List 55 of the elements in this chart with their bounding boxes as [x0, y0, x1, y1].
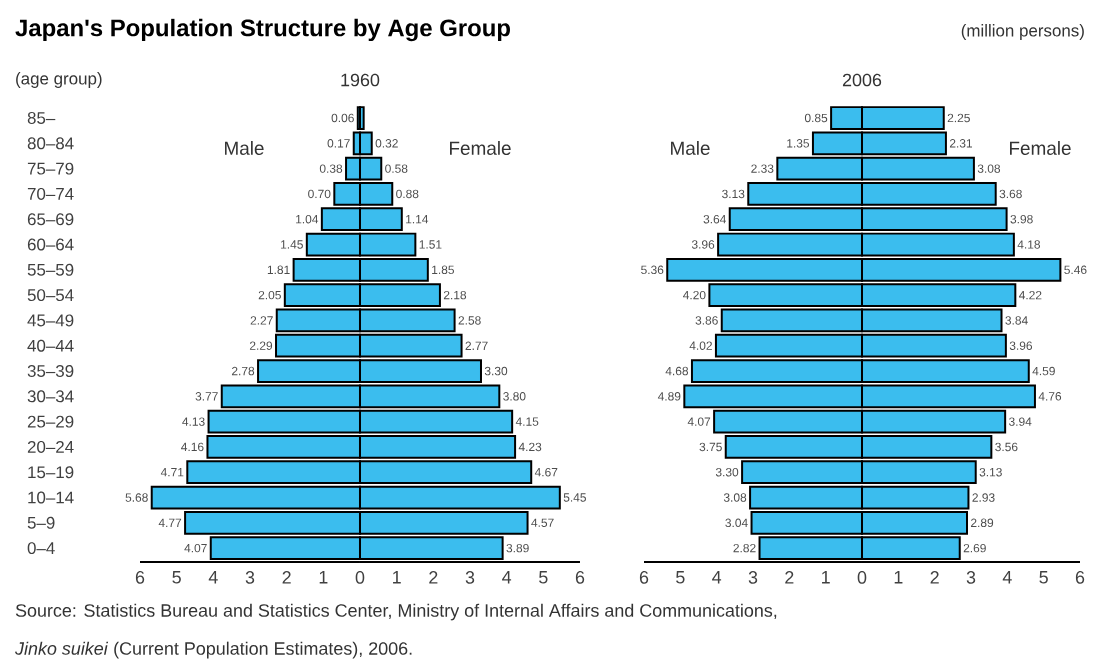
y-tick-label: 85–: [27, 112, 56, 124]
chart-title: Japan's Population Structure by Age Group: [15, 18, 510, 42]
y-tick-label: 50–54: [27, 289, 74, 302]
y-tick-label: 80–84: [27, 137, 74, 150]
x-tick-label: 2: [282, 571, 291, 584]
x-tick-label: 6: [135, 571, 145, 584]
y-axis-title: (age group): [16, 72, 102, 88]
y-tick-label: 70–74: [27, 187, 74, 200]
chart-title: 2006: [842, 73, 882, 87]
x-tick-label: 2: [429, 571, 438, 584]
y-tick-label: 15–19: [28, 466, 74, 479]
y-tick-label: 45–49: [27, 314, 74, 327]
text: Male: [225, 141, 264, 155]
x-tick-label: 1: [822, 571, 830, 584]
y-tick-label: 30–34: [27, 390, 74, 403]
x-tick-label: 4: [502, 571, 512, 584]
x-tick-label: 0: [857, 571, 867, 584]
text: (million persons): [961, 24, 1084, 40]
y-tick-label: 60–64: [27, 238, 74, 251]
text: Female: [450, 141, 511, 155]
y-tick-label: 25–29: [27, 415, 74, 428]
x-tick-label: 1: [393, 571, 401, 584]
x-tick-label: 5: [676, 571, 685, 584]
x-tick-label: 4: [1002, 571, 1012, 584]
y-tick-label: 65–69: [27, 213, 74, 226]
x-tick-label: 6: [639, 571, 649, 584]
source-note: Source: Statistics Bureau and Statistics Center, Ministry of Internal Affairs and Communications,: [15, 603, 777, 621]
series-label: Female: [1010, 141, 1071, 155]
x-tick-label: 3: [245, 571, 255, 584]
y-tick-label: 35–39: [27, 365, 74, 377]
y-tick-label: 0–4: [27, 542, 55, 555]
x-tick-label: 1: [319, 571, 328, 584]
x-tick-label: 4: [208, 571, 218, 584]
x-tick-label: 5: [172, 571, 181, 584]
x-tick-label: 3: [748, 571, 758, 584]
y-tick-label: 40–44: [27, 339, 74, 352]
x-tick-label: 0: [355, 571, 365, 584]
chart-subtitle: 1960: [341, 73, 380, 87]
y-tick-label: 5–9: [27, 516, 55, 529]
x-tick-label: 2: [785, 571, 794, 584]
x-tick-label: 1: [894, 571, 903, 584]
text: Male: [671, 141, 710, 155]
x-tick-label: 2: [930, 571, 939, 584]
x-tick-label: 3: [465, 571, 475, 584]
text: Jinko suikei (Current Population Estimates), 2006.: [15, 641, 412, 659]
y-tick-label: 75–79: [27, 162, 74, 175]
y-tick-label: 20–24: [27, 440, 74, 453]
y-tick-label: 55–59: [27, 263, 74, 276]
x-tick-label: 4: [712, 571, 722, 584]
x-tick-label: 6: [1075, 571, 1085, 584]
y-tick-label: 10–14: [28, 491, 74, 504]
x-tick-label: 6: [575, 571, 585, 584]
x-tick-label: 5: [539, 571, 548, 584]
x-tick-label: 3: [966, 571, 976, 584]
x-tick-label: 5: [1039, 571, 1048, 584]
